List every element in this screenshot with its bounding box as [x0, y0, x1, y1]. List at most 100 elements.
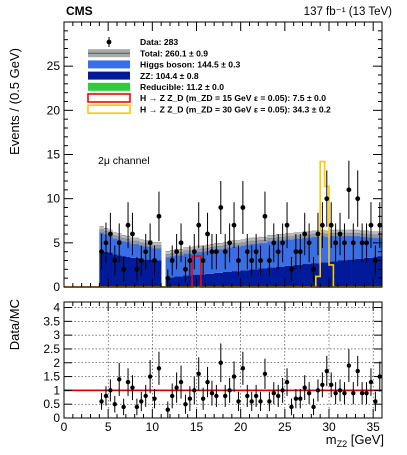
- zz-bin: [337, 260, 343, 287]
- data-point: [147, 240, 153, 246]
- ratio-point: [178, 379, 184, 385]
- ratio-point: [355, 368, 360, 374]
- data-point: [368, 222, 374, 228]
- higgs-bin: [289, 236, 294, 266]
- ratio-point: [276, 393, 281, 399]
- x-tick-label: 35: [366, 420, 380, 434]
- data-point: [191, 249, 197, 255]
- data-point: [227, 240, 233, 246]
- ratio-point: [139, 399, 144, 404]
- higgs-bin: [134, 241, 140, 258]
- data-point: [319, 222, 325, 228]
- data-point: [152, 258, 157, 263]
- ratio-y-tick-label: 1.5: [43, 370, 60, 384]
- zz-bin: [280, 266, 286, 287]
- legend-higgs-swatch: [88, 60, 130, 69]
- zz-bin: [174, 276, 180, 287]
- zz-bin: [329, 261, 334, 287]
- data-point: [174, 249, 180, 255]
- x-tick-label: 0: [61, 420, 68, 434]
- ratio-point: [364, 390, 369, 396]
- legend-entry-higgs: Higgs boson: 144.5 ± 0.3: [140, 60, 240, 70]
- main-axes: 0 5 10 15 20 25: [47, 21, 383, 294]
- ratio-point: [209, 390, 215, 396]
- main-y-tick-label: 20: [47, 103, 61, 117]
- data-point: [187, 258, 193, 263]
- higgs-bin: [262, 240, 268, 269]
- zz-bin: [262, 268, 268, 287]
- higgs-bin: [112, 235, 118, 255]
- ratio-point: [192, 388, 197, 393]
- ratio-point: [315, 388, 321, 393]
- zz-bin: [125, 256, 131, 287]
- data-point: [218, 205, 224, 210]
- luminosity-label: 137 fb⁻¹ (13 TeV): [304, 6, 392, 18]
- data-point: [297, 249, 303, 255]
- higgs-bin: [355, 233, 361, 259]
- data-point: [289, 266, 294, 272]
- higgs-bin: [121, 238, 127, 257]
- data-point: [293, 249, 299, 255]
- legend-sig30-swatch: [87, 104, 131, 114]
- legend-entry-total: Total: 260.1 ± 0.9: [140, 48, 208, 58]
- data-point: [249, 258, 255, 263]
- higgs-bin: [156, 245, 162, 261]
- data-point: [183, 266, 188, 272]
- ratio-frame: [63, 301, 383, 419]
- ratio-point: [165, 407, 170, 412]
- data-point: [306, 240, 312, 246]
- zz-bin: [240, 270, 246, 287]
- ratio-point: [337, 388, 343, 393]
- zz-bin: [143, 259, 149, 287]
- x-tick-label: 10: [146, 420, 160, 434]
- zz-bin: [293, 264, 299, 287]
- ratio-point: [156, 366, 162, 371]
- data-point: [143, 249, 149, 255]
- zz-bin: [117, 255, 122, 287]
- zz-bin: [130, 257, 135, 287]
- data-point: [337, 231, 343, 237]
- zz-bin: [346, 259, 352, 287]
- ratio-point: [359, 390, 365, 396]
- main-y-tick-label: 0: [53, 280, 60, 294]
- ratio-point: [125, 379, 131, 385]
- experiment-label: CMS: [66, 4, 93, 18]
- ratio-y-tick-label: 2.5: [43, 342, 60, 356]
- ratio-point: [329, 382, 334, 388]
- data-point: [350, 240, 356, 246]
- data-point: [346, 187, 352, 193]
- data-point: [196, 222, 202, 228]
- ratio-point: [320, 382, 325, 388]
- higgs-bin: [178, 252, 184, 277]
- zz-bin: [368, 257, 374, 287]
- data-point: [116, 240, 122, 246]
- ratio-point: [342, 390, 347, 396]
- zz-bin: [267, 267, 272, 287]
- ratio-point: [205, 379, 210, 385]
- ratio-point: [231, 374, 237, 379]
- zz-bin: [214, 272, 219, 287]
- higgs-bin: [205, 248, 211, 274]
- data-point: [209, 249, 215, 255]
- ratio-point: [218, 360, 223, 365]
- data-point: [231, 222, 237, 228]
- ratio-point: [183, 401, 188, 407]
- zz-bin: [276, 266, 281, 287]
- ratio-point: [333, 390, 338, 396]
- x-axis-title: mZ2 [GeV]: [326, 432, 384, 449]
- main-y-tick-label: 10: [47, 192, 61, 206]
- zz-bin: [103, 251, 109, 287]
- ratio-y-tick-label: 0: [53, 411, 60, 425]
- data-point: [121, 266, 127, 272]
- ratio-point: [227, 388, 232, 393]
- zz-bin: [249, 269, 255, 287]
- data-point: [103, 240, 109, 246]
- data-point: [275, 249, 281, 255]
- zz-bin: [178, 276, 184, 287]
- zz-bin: [377, 256, 383, 287]
- data-point: [138, 258, 144, 263]
- data-point: [364, 240, 369, 246]
- data-point: [302, 231, 308, 237]
